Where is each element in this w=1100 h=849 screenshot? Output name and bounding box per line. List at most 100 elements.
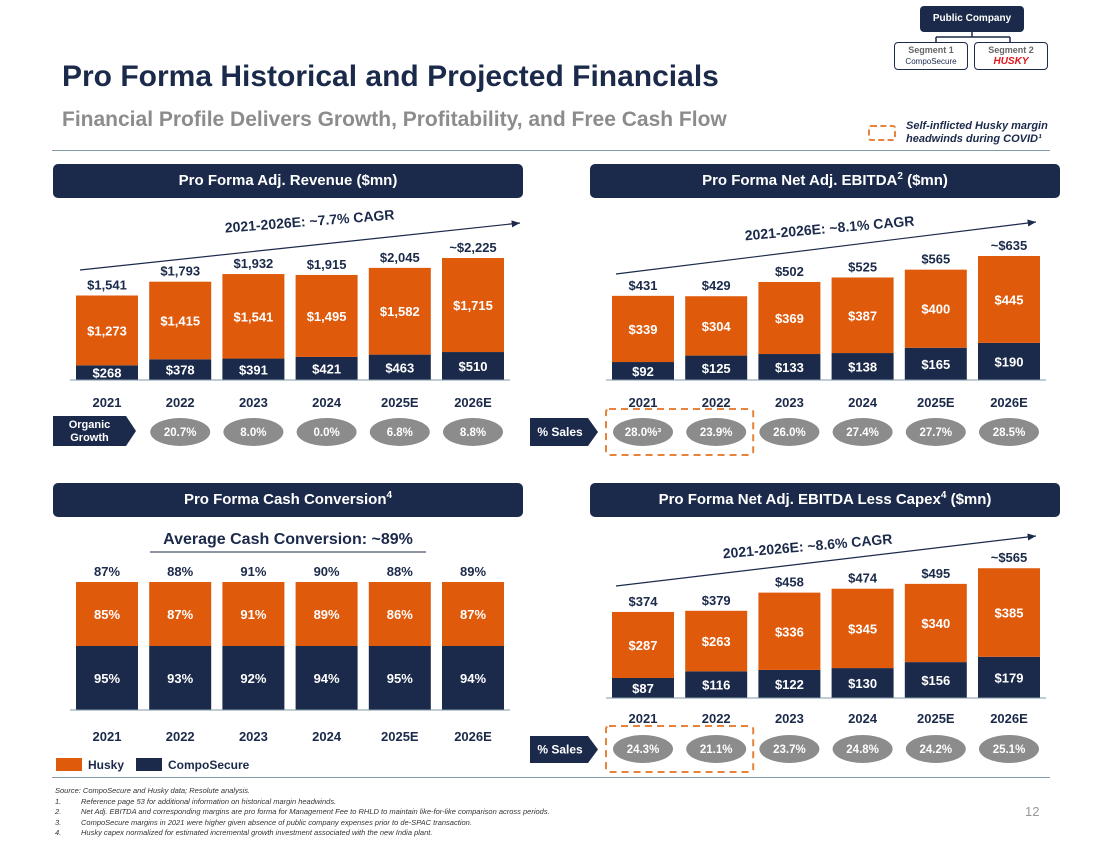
ebitda-label-husky-2022: $304 <box>702 319 732 334</box>
capex-panel-header: Pro Forma Net Adj. EBITDA Less Capex4 ($… <box>590 483 1060 517</box>
cash-label-husky-2023: 91% <box>240 607 266 622</box>
cash-bar-husky-2024 <box>295 582 358 646</box>
ebitda-panel-title: Pro Forma Net Adj. EBITDA <box>702 172 898 189</box>
ebitda-bar-husky-2022 <box>685 296 748 356</box>
revenue-total-2025E: $2,045 <box>380 250 420 265</box>
capex-label-composecure-2024: $130 <box>848 676 877 691</box>
cash-avg-subtitle: Average Cash Conversion: ~89% <box>163 531 413 548</box>
revenue-total-2021: $1,541 <box>87 278 127 293</box>
revenue-bar-husky-2021 <box>76 295 138 366</box>
ebitda-pill-2024 <box>832 418 893 446</box>
ebitda-pill-2023 <box>759 418 820 446</box>
revenue-pill-value-2026E: 8.8% <box>460 427 486 439</box>
footnote-4-num: 4. <box>55 828 62 837</box>
page-subtitle: Financial Profile Delivers Growth, Profi… <box>62 108 727 131</box>
cash-xtick-2022: 2022 <box>166 729 195 744</box>
capex-label-husky-2026E: $385 <box>995 606 1024 621</box>
ebitda-bar-composecure-2021 <box>612 362 674 380</box>
covid-note: Self-inflicted Husky margin headwinds du… <box>906 120 1048 146</box>
ebitda-title-suffix: ($mn) <box>902 172 948 189</box>
capex-bar-composecure-2026E <box>978 656 1040 698</box>
cash-label-husky-2025E: 86% <box>387 607 413 622</box>
revenue-pill-value-2024: 0.0% <box>313 427 339 439</box>
footnote-2-num: 2. <box>55 807 62 816</box>
composecure-logo: CompoSecure <box>905 57 957 66</box>
footnote-3: 3. CompoSecure margins in 2021 were highe… <box>55 818 550 829</box>
capex-bar-husky-2026E <box>978 568 1040 657</box>
revenue-cagr-arrow-head <box>511 220 520 228</box>
capex-bar-husky-2025E <box>904 583 967 663</box>
capex-total-2023: $458 <box>775 575 804 590</box>
revenue-row-label-2: Growth <box>70 432 109 444</box>
capex-label-composecure-2025E: $156 <box>921 673 950 688</box>
revenue-total-2026E: ~$2,225 <box>449 240 496 255</box>
capex-title-sup: 4 <box>940 490 947 501</box>
cash-label-composecure-2022: 93% <box>167 671 193 686</box>
ebitda-label-composecure-2025E: $165 <box>921 357 950 372</box>
cash-label-composecure-2024: 94% <box>314 671 340 686</box>
revenue-label-composecure-2025E: $463 <box>385 360 414 375</box>
ebitda-panel-header: Pro Forma Net Adj. EBITDA2 ($mn) <box>590 164 1060 198</box>
ebitda-bar-composecure-2024 <box>831 353 894 380</box>
revenue-bar-composecure-2023 <box>222 358 285 380</box>
ebitda-pill-value-2024: 27.4% <box>846 427 879 439</box>
ebitda-label-husky-2024: $387 <box>848 308 877 323</box>
ebitda-xtick-2023: 2023 <box>775 395 804 410</box>
capex-pill-2021 <box>613 735 673 763</box>
capex-bar-husky-2023 <box>758 592 821 670</box>
revenue-bar-composecure-2026E <box>442 352 504 380</box>
cash-bar-composecure-2026E <box>442 646 504 710</box>
capex-label-composecure-2022: $116 <box>702 678 730 693</box>
ebitda-pill-2021 <box>613 418 673 446</box>
ebitda-bar-husky-2026E <box>978 256 1040 343</box>
capex-bar-composecure-2025E <box>904 662 967 698</box>
capex-xtick-2023: 2023 <box>775 711 804 726</box>
ebitda-label-composecure-2023: $133 <box>775 360 804 375</box>
capex-total-2022: $379 <box>702 593 731 608</box>
ebitda-total-2022: $429 <box>702 278 731 293</box>
capex-pill-value-2021: 24.3% <box>627 744 660 756</box>
ebitda-pill-value-2022: 23.9% <box>700 427 733 439</box>
revenue-label-husky-2023: $1,541 <box>234 309 274 324</box>
ebitda-bar-composecure-2025E <box>904 347 967 380</box>
revenue-label-composecure-2024: $421 <box>312 361 341 376</box>
ebitda-bar-husky-2024 <box>831 277 894 354</box>
revenue-label-composecure-2022: $378 <box>166 363 195 378</box>
capex-pill-2022 <box>686 735 747 763</box>
capex-pill-value-2024: 24.8% <box>846 744 879 756</box>
cash-label-husky-2024: 89% <box>314 607 340 622</box>
revenue-row-label-1: Organic <box>69 419 111 431</box>
capex-xtick-2025E: 2025E <box>917 711 955 726</box>
revenue-xtick-2024: 2024 <box>312 395 342 410</box>
capex-bar-composecure-2021 <box>612 677 674 698</box>
cash-bar-husky-2021 <box>76 582 138 646</box>
capex-pill-2026E <box>979 735 1039 763</box>
ebitda-pill-2026E <box>979 418 1039 446</box>
capex-total-2025E: $495 <box>921 566 950 581</box>
legend-husky: Husky <box>56 758 124 772</box>
capex-row-label-box <box>530 736 598 763</box>
ebitda-row-label: % Sales <box>537 425 583 439</box>
capex-total-2024: $474 <box>848 571 878 586</box>
org-segment-2: Segment 2 HUSKY <box>974 42 1048 70</box>
ebitda-pill-value-2021: 28.0%³ <box>625 427 662 439</box>
cash-total-2024: 90% <box>314 564 340 579</box>
footnote-4: 4. Husky capex normalized for estimated i… <box>55 828 550 839</box>
cash-bar-composecure-2025E <box>368 646 431 710</box>
capex-pill-2023 <box>759 735 820 763</box>
capex-bar-composecure-2022 <box>685 671 748 698</box>
capex-title-suffix: ($mn) <box>946 491 992 508</box>
ebitda-xtick-2022: 2022 <box>702 395 731 410</box>
capex-bar-husky-2022 <box>685 610 748 672</box>
cash-bar-composecure-2021 <box>76 646 138 710</box>
cash-title-sup: 4 <box>386 490 393 501</box>
cash-bar-husky-2023 <box>222 582 285 646</box>
revenue-pill-2022 <box>150 418 211 446</box>
capex-label-composecure-2023: $122 <box>775 677 804 692</box>
cash-total-2026E: 89% <box>460 564 486 579</box>
revenue-bar-husky-2024 <box>295 274 358 357</box>
capex-total-2026E: ~$565 <box>991 550 1028 565</box>
capex-label-husky-2023: $336 <box>775 624 804 639</box>
ebitda-label-composecure-2024: $138 <box>848 360 877 375</box>
ebitda-pill-2025E <box>905 418 966 446</box>
